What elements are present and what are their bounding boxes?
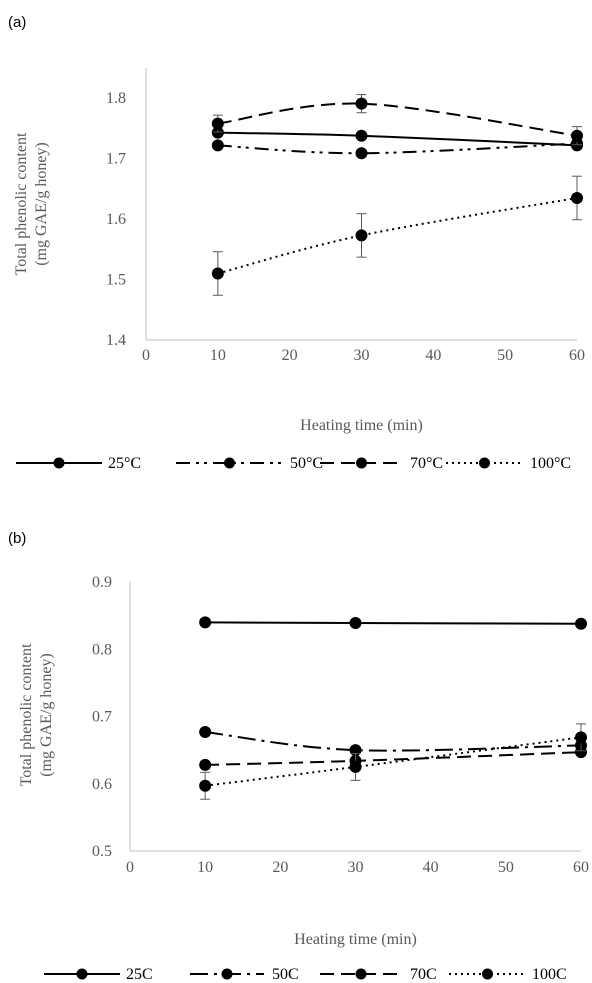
x-axis-label-b: Heating time (min) [294,931,417,948]
data-point-a-4 [571,191,583,204]
series-line-b-3 [205,751,582,766]
legend-label-a-2: 50°C [290,455,323,472]
data-point-a-3 [571,129,583,142]
data-point-a-4 [355,229,368,242]
series-line-b-2 [205,730,582,752]
series-line-a-1 [217,131,578,147]
data-point-b-1 [349,617,362,630]
x-tick-label-b: 50 [498,859,514,876]
legend-marker-b-3 [355,968,367,980]
legend-label-a-3: 70°C [410,455,443,472]
legend-marker-b-4 [482,968,493,980]
y-tick-label-b: 0.7 [92,709,112,726]
panel-label-b: (b) [8,530,27,547]
series-line-a-2 [217,142,578,155]
legend-marker-a-4 [479,457,490,469]
data-point-b-4 [349,760,362,773]
x-tick-label-a: 50 [497,347,513,364]
data-point-a-3 [355,97,368,110]
y-tick-label-b: 0.6 [92,776,112,793]
x-tick-label-a: 10 [210,347,226,364]
x-tick-label-a: 60 [569,347,585,364]
legend-label-b-1: 25C [126,966,153,983]
x-tick-label-a: 40 [425,347,441,364]
data-point-a-4 [211,267,224,280]
y-axis-label-b: Total phenolic content [18,643,35,786]
y-tick-label-b: 0.8 [92,641,112,658]
y-axis-label-line2-a: (mg GAE/g honey) [33,142,50,266]
data-point-a-2 [211,139,224,152]
chart-b-svg: 0.5 0.6 0.7 0.8 0.9 0 10 20 30 40 50 60 Total phenol… [18,574,589,983]
data-point-a-3 [211,117,224,130]
data-point-b-4 [199,779,212,792]
series-line-b-4 [205,736,582,787]
x-tick-label-b: 60 [573,859,589,876]
data-point-b-2 [199,725,212,738]
y-axis-label-line2-b: (mg GAE/g honey) [38,653,55,777]
data-point-b-3 [199,758,212,771]
chart-panel-a: (a) 1.4 1.5 1.6 1.7 1.8 0 10 20 30 40 50 60 Total ph… [8,14,585,472]
legend-marker-a-3 [356,457,367,469]
panel-label-a: (a) [8,14,27,31]
series-line-b-1 [205,621,582,625]
legend-label-b-3: 70C [410,966,437,983]
x-tick-label-b: 0 [126,859,134,876]
x-tick-label-b: 30 [348,859,364,876]
y-tick-label-b: 0.9 [92,574,112,591]
data-point-b-1 [575,617,587,630]
series-line-a-3 [217,102,578,137]
y-tick-label-a: 1.4 [106,332,126,349]
x-tick-label-a: 20 [282,347,298,364]
data-point-a-2 [355,147,368,160]
legend-label-b-4: 100C [532,966,567,983]
data-point-a-1 [355,129,368,142]
data-point-b-4 [575,731,587,744]
y-tick-label-a: 1.7 [106,151,126,168]
data-point-b-1 [199,616,212,629]
legend-label-a-1: 25°C [108,455,141,472]
legend-label-b-2: 50C [272,966,299,983]
legend-marker-a-2 [224,457,235,469]
y-tick-label-a: 1.5 [106,272,126,289]
y-tick-label-b: 0.5 [92,843,112,860]
x-tick-label-b: 20 [272,859,288,876]
x-axis-label-a: Heating time (min) [300,417,423,434]
x-tick-label-a: 30 [354,347,370,364]
chart-a-svg: 1.4 1.5 1.6 1.7 1.8 0 10 20 30 40 50 60 Total phenol… [13,68,585,472]
x-tick-label-b: 10 [197,859,213,876]
legend-label-a-4: 100°C [530,455,571,472]
y-tick-label-a: 1.8 [106,90,126,107]
legend-marker-b-2 [221,968,233,980]
data-point-b-3 [575,746,587,759]
chart-panel-b: (b) 0.5 0.6 0.7 0.8 0.9 0 10 20 30 40 50 60 Total ph… [0,500,592,983]
x-tick-label-b: 40 [423,859,439,876]
legend-marker-a-1 [53,457,65,469]
series-line-a-4 [217,196,578,275]
y-tick-label-a: 1.6 [106,211,126,228]
y-axis-label-a: Total phenolic content [13,132,30,275]
x-tick-label-a: 0 [142,347,150,364]
legend-marker-b-1 [76,968,88,980]
data-point-a-1 [211,126,224,139]
